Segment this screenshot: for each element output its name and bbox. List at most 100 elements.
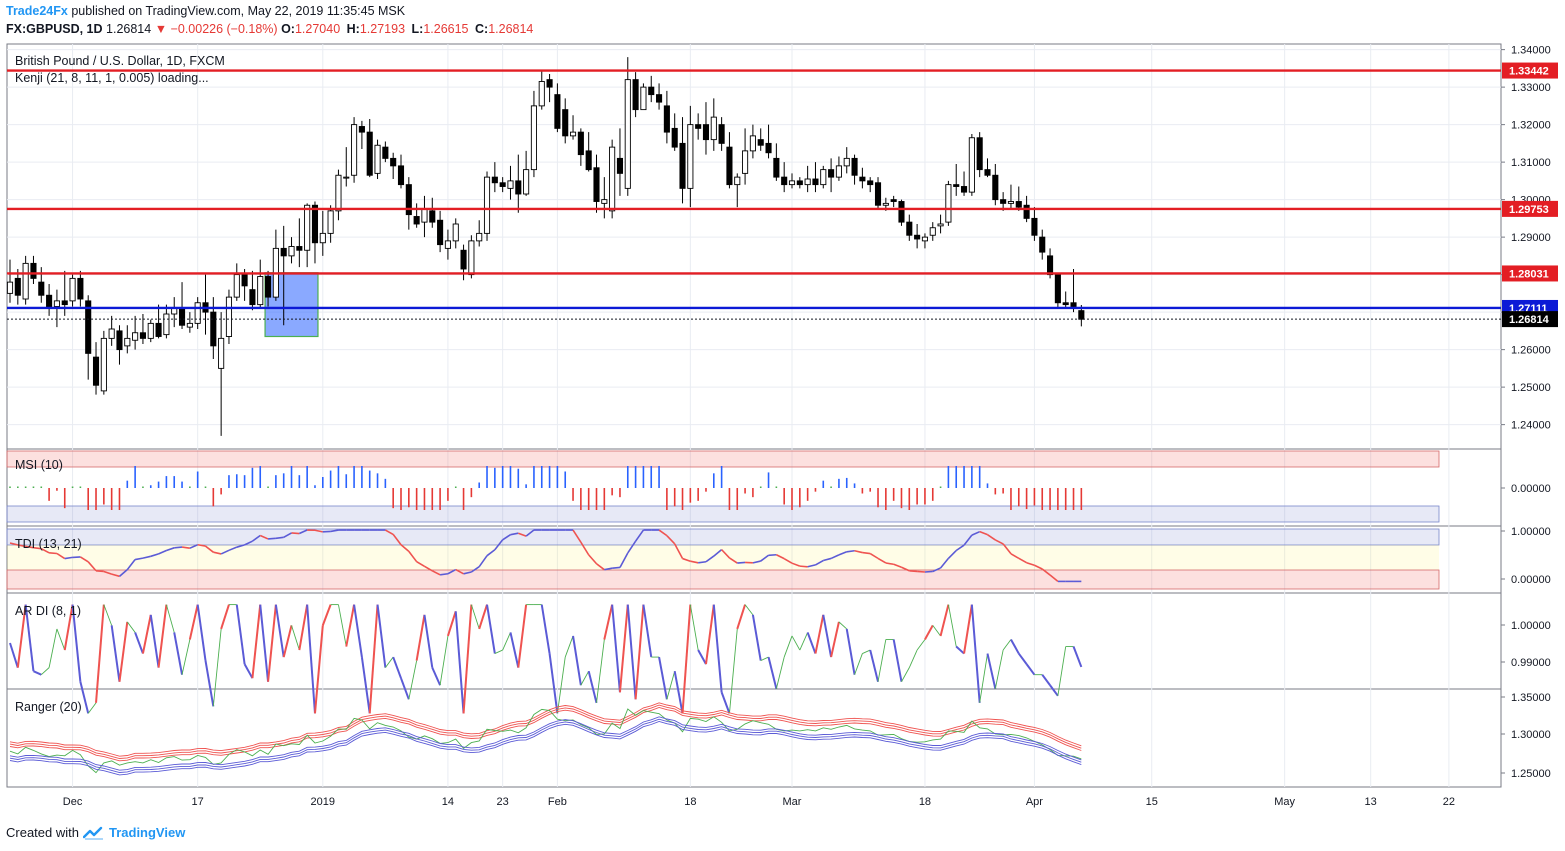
y-tick-label: 1.32000	[1511, 120, 1551, 132]
ardi-segment	[33, 670, 42, 676]
candle	[249, 270, 256, 311]
tdi-segment	[525, 529, 535, 537]
ardi-segment	[1049, 684, 1059, 697]
author-name[interactable]: Trade24Fx	[6, 4, 68, 18]
candle	[874, 177, 882, 209]
candle	[296, 218, 303, 268]
candle-body	[499, 182, 506, 187]
ardi-segment	[188, 604, 199, 640]
candle	[507, 165, 514, 200]
tdi-segment	[174, 546, 183, 549]
candle-body	[788, 180, 796, 186]
tdi-lower-band	[6, 569, 1440, 590]
tdi-segment	[40, 547, 50, 554]
ardi-segment	[1025, 663, 1036, 676]
ardi-segment	[947, 604, 957, 647]
candle-body	[992, 174, 999, 201]
ardi-segment	[259, 604, 270, 682]
y-tick-label: 0.00000	[1511, 574, 1551, 586]
x-tick-label: Apr	[1026, 796, 1043, 808]
ardi-segment	[462, 604, 473, 714]
candle-body	[945, 184, 952, 223]
ardi-segment	[908, 649, 918, 668]
candle	[194, 297, 201, 329]
candle	[1007, 184, 1015, 209]
candle	[554, 83, 561, 133]
candle	[859, 167, 866, 189]
ardi-segment	[298, 604, 309, 651]
candle	[139, 314, 146, 344]
candle-body	[124, 337, 131, 347]
candle	[178, 282, 186, 329]
ardi-segment	[540, 604, 551, 654]
candle	[788, 173, 796, 189]
ardi-segment	[87, 702, 97, 714]
candle	[155, 304, 162, 339]
tdi-segment	[627, 540, 637, 554]
tdi-segment	[384, 529, 394, 536]
kenji-legend[interactable]: Kenji (21, 8, 11, 1, 0.005) loading...	[15, 71, 209, 85]
tradingview-brand[interactable]: TradingView	[108, 825, 186, 840]
tdi-segment	[150, 553, 159, 558]
candle-body	[859, 176, 866, 182]
candle-body	[225, 296, 233, 337]
candle-body	[624, 79, 631, 189]
tdi-segment	[1041, 568, 1051, 576]
candle	[765, 124, 772, 159]
tdi-segment	[463, 571, 472, 575]
tdi-segment	[510, 532, 519, 536]
ardi-segment	[243, 663, 254, 679]
ardi-segment	[1072, 646, 1083, 668]
candle	[718, 117, 725, 151]
ardi-segment	[901, 667, 910, 682]
ardi-segment	[48, 628, 58, 668]
ardi-legend[interactable]: AR DI (8, 1)	[15, 604, 81, 618]
candle-body	[132, 332, 139, 341]
ardi-segment	[830, 621, 840, 658]
tdi-segment	[619, 552, 629, 568]
candle	[171, 297, 178, 328]
tdi-segment	[987, 533, 996, 541]
ardi-segment	[666, 671, 676, 700]
candle	[523, 150, 530, 196]
candle	[85, 295, 92, 380]
candle	[46, 284, 53, 316]
msi-legend[interactable]: MSI (10)	[15, 458, 63, 472]
ardi-segment	[799, 632, 809, 651]
tdi-segment	[760, 554, 770, 562]
candle	[437, 210, 444, 253]
tdi-legend[interactable]: TDI (13, 21)	[15, 537, 82, 551]
candle-body	[319, 232, 326, 244]
ardi-segment	[267, 604, 277, 682]
ardi-segment	[470, 604, 480, 630]
candle-body	[241, 274, 248, 287]
x-tick-label: 14	[442, 796, 454, 808]
tdi-segment	[596, 563, 605, 571]
tdi-segment	[118, 569, 128, 577]
ranger-legend[interactable]: Ranger (20)	[15, 700, 82, 714]
tdi-segment	[181, 546, 190, 549]
ardi-segment	[196, 604, 207, 661]
msi-pane[interactable]	[9, 466, 1083, 510]
tdi-segment	[392, 533, 402, 546]
tdi-segment	[111, 573, 120, 578]
symbol-line[interactable]: FX:GBPUSD, 1D	[6, 22, 103, 36]
candle-body	[874, 182, 882, 206]
candle-body	[577, 131, 584, 156]
tdi-segment	[478, 555, 488, 568]
tdi-segment	[917, 570, 925, 573]
ranger-line	[9, 718, 1082, 773]
price-pane[interactable]	[6, 57, 1501, 436]
ardi-segment	[274, 604, 285, 658]
ranger-pane[interactable]	[9, 702, 1082, 776]
close-value: 1.26814	[488, 22, 534, 36]
candle-body	[397, 165, 405, 186]
ardi-segment	[509, 632, 520, 668]
instrument-legend[interactable]: British Pound / U.S. Dollar, 1D, FXCM	[15, 54, 225, 68]
ardi-pane[interactable]	[9, 604, 1083, 714]
tdi-segment	[424, 565, 433, 572]
candle	[132, 315, 139, 350]
candle	[382, 141, 389, 163]
tdi-pane[interactable]	[9, 529, 1082, 583]
